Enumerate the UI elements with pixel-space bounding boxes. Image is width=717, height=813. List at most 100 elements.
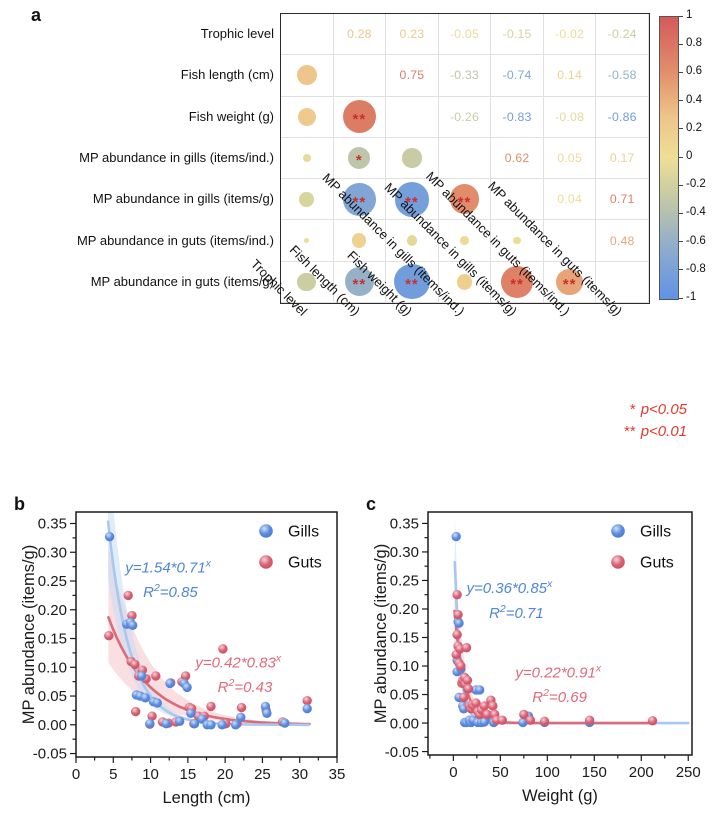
corr-cell: 0.17 (596, 137, 649, 180)
y-axis-title: MP abundance (items/g) (20, 545, 38, 724)
panel-c-label: c (366, 494, 377, 514)
significance-stars: ** (352, 111, 367, 129)
corr-cell (491, 179, 544, 221)
significance-stars: * (355, 152, 363, 170)
corr-value: 0.14 (557, 68, 582, 83)
annotation-segment: y=1.54*0.71 (124, 559, 205, 576)
y-tick-label: 0.25 (390, 573, 419, 590)
y-tick-label: 0.30 (390, 544, 419, 561)
axis-tick-labels: 0 50 100 150 200 250 -0.05 0.00 0.05 0.10 0.15 0.20… (385, 516, 701, 781)
corr-circle (456, 274, 473, 290)
corr-value: 0.48 (609, 233, 635, 248)
data-point-guts (482, 709, 492, 720)
data-point-guts (463, 684, 474, 694)
corr-circle (299, 191, 315, 207)
x-tick-label: 200 (629, 764, 654, 781)
annotation-text: y=0.36*0.85x (466, 578, 553, 597)
corr-circle (296, 65, 317, 86)
data-point-gills (451, 531, 461, 542)
data-point-guts (123, 590, 133, 601)
data-point-gills (206, 720, 216, 730)
corr-cell: 0.75 (386, 55, 439, 97)
annotation-text: R2=0.71 (489, 603, 544, 622)
data-point-guts (452, 590, 462, 600)
corr-cell: 0.05 (543, 137, 597, 180)
y-tick-label: 0.10 (38, 659, 67, 676)
annotation-segment: y=0.36*0.85 (466, 580, 548, 597)
data-point-guts (539, 716, 550, 727)
data-point-guts (453, 609, 463, 620)
data-point-guts (452, 629, 462, 640)
sig-stars-2: ** (624, 423, 636, 440)
data-point-guts (519, 709, 529, 720)
corr-circle (297, 107, 316, 126)
colorbar-tick-mark (679, 156, 683, 158)
colorbar-tick-label: 0 (686, 150, 693, 162)
data-point-guts (147, 711, 157, 721)
corr-cell: ** (386, 261, 439, 303)
corr-row-label: MP abundance in gills (items/ind.) (79, 149, 274, 165)
corr-cell: 0.23 (386, 14, 439, 56)
corr-cell (281, 137, 334, 180)
x-tick-label: 5 (109, 766, 117, 783)
x-tick-label: 100 (535, 764, 560, 781)
corr-value: -0.24 (607, 27, 637, 42)
y-tick-label: 0.05 (38, 688, 67, 705)
significance-stars: ** (352, 276, 367, 294)
corr-cell: 0.71 (596, 179, 649, 221)
corr-circle: * (348, 147, 371, 170)
corr-cell (543, 220, 597, 262)
data-point-guts (461, 643, 472, 653)
corr-cell: 0.48 (596, 220, 649, 262)
colorbar-tick-mark (679, 128, 683, 130)
corr-circle: ** (394, 181, 430, 217)
corr-cell (386, 220, 439, 262)
corr-cell: 0.14 (543, 55, 597, 97)
corr-cell: 0.28 (333, 14, 387, 56)
corr-value: 0.62 (504, 150, 530, 165)
corr-circle: ** (449, 184, 480, 215)
data-point-guts (462, 675, 473, 685)
data-point-gills (165, 678, 175, 689)
data-point-guts (647, 716, 658, 726)
scatter-plot-weight: 0 50 100 150 200 250 -0.05 0.00 0.05 0.10 0.15 0.20… (372, 511, 701, 805)
corr-cell (281, 261, 334, 303)
corr-row-label: Fish weight (g) (188, 108, 274, 124)
data-point-guts (104, 630, 114, 641)
corr-circle (304, 237, 310, 244)
significance-stars: ** (457, 193, 472, 211)
colorbar-tick-mark (679, 71, 683, 73)
y-tick-label: 0.30 (38, 544, 67, 561)
corr-cell: ** (543, 261, 597, 303)
annotation-segment: 2 (542, 687, 549, 699)
corr-matrix: 0.28 0.23 -0.05 -0.15 -0.02 -0.24 0.75 -0.33 -0.… (280, 13, 650, 304)
corr-cell (281, 55, 334, 97)
annotation-segment: x (595, 662, 602, 674)
corr-circle: ** (342, 100, 376, 134)
x-tick-label: 20 (217, 766, 234, 783)
colorbar-tick-label: -0.8 (686, 262, 706, 275)
colorbar-tick-label: 0.8 (686, 37, 702, 50)
data-point-gills (136, 671, 147, 681)
colorbar-tick-mark (679, 241, 683, 243)
corr-value: -0.02 (555, 27, 585, 42)
y-tick-label: 0.25 (38, 573, 67, 590)
significance-stars: ** (510, 276, 524, 294)
annotation-segment: =0.71 (506, 605, 544, 622)
corr-value: 0.17 (609, 150, 635, 165)
y-axis-title: MP abundance (items/g) (372, 544, 390, 723)
annotation-segment: y=0.42*0.83 (194, 654, 276, 671)
data-point-gills (182, 682, 192, 693)
corr-cell: -0.86 (596, 96, 649, 138)
corr-row-label: Trophic level (200, 26, 274, 42)
sig-note-line-2: ** p<0.01 (535, 421, 687, 443)
data-point-guts (130, 659, 140, 670)
corr-cell (491, 220, 544, 262)
data-point-gills (262, 708, 272, 718)
annotation-segment: R (218, 679, 229, 696)
data-point-gills (454, 618, 464, 628)
corr-cell (333, 220, 387, 262)
annotation-text: y=0.42*0.83x (194, 652, 281, 671)
y-tick-label: 0.00 (38, 717, 67, 734)
